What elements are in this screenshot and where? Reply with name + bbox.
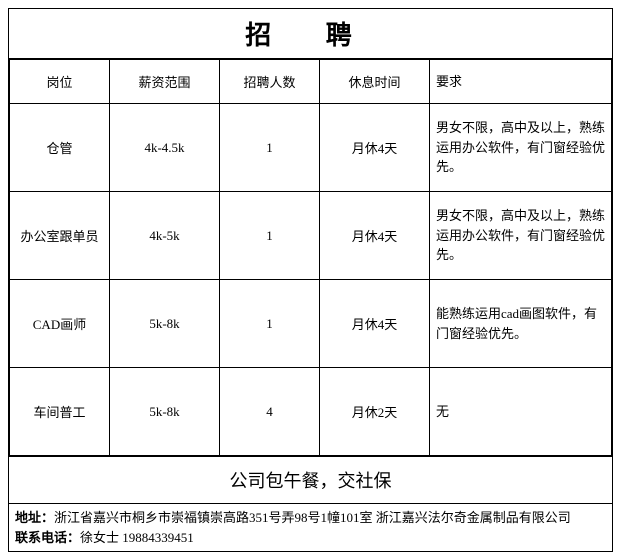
cell-rest: 月休4天: [320, 280, 430, 368]
table-row: CAD画师 5k-8k 1 月休4天 能熟练运用cad画图软件，有门窗经验优先。: [10, 280, 612, 368]
cell-position: CAD画师: [10, 280, 110, 368]
table-body: 仓管 4k-4.5k 1 月休4天 男女不限，高中及以上，熟练运用办公软件，有门…: [10, 104, 612, 456]
cell-salary: 4k-4.5k: [110, 104, 220, 192]
header-salary: 薪资范围: [110, 60, 220, 104]
header-position: 岗位: [10, 60, 110, 104]
jobs-table: 岗位 薪资范围 招聘人数 休息时间 要求 仓管 4k-4.5k 1 月休4天 男…: [9, 59, 612, 456]
cell-requirement: 男女不限，高中及以上，熟练运用办公软件，有门窗经验优先。: [430, 104, 612, 192]
address-label: 地址：: [15, 510, 54, 525]
recruitment-poster: 招 聘 岗位 薪资范围 招聘人数 休息时间 要求 仓管 4k-4.5k 1 月休…: [8, 8, 613, 552]
table-header-row: 岗位 薪资范围 招聘人数 休息时间 要求: [10, 60, 612, 104]
cell-rest: 月休4天: [320, 104, 430, 192]
contact-text: 徐女士 19884339451: [80, 530, 194, 545]
cell-position: 仓管: [10, 104, 110, 192]
cell-count: 1: [220, 192, 320, 280]
header-requirement: 要求: [430, 60, 612, 104]
poster-title: 招 聘: [9, 9, 612, 59]
contact-line: 联系电话：徐女士 19884339451: [15, 528, 606, 548]
cell-salary: 5k-8k: [110, 280, 220, 368]
contact-label: 联系电话：: [15, 530, 80, 545]
table-row: 办公室跟单员 4k-5k 1 月休4天 男女不限，高中及以上，熟练运用办公软件，…: [10, 192, 612, 280]
cell-requirement: 能熟练运用cad画图软件，有门窗经验优先。: [430, 280, 612, 368]
cell-count: 1: [220, 280, 320, 368]
header-rest: 休息时间: [320, 60, 430, 104]
cell-requirement: 无: [430, 368, 612, 456]
cell-rest: 月休2天: [320, 368, 430, 456]
header-count: 招聘人数: [220, 60, 320, 104]
cell-position: 办公室跟单员: [10, 192, 110, 280]
cell-count: 4: [220, 368, 320, 456]
cell-requirement: 男女不限，高中及以上，熟练运用办公软件，有门窗经验优先。: [430, 192, 612, 280]
address-line: 地址：浙江省嘉兴市桐乡市崇福镇崇高路351号弄98号1幢101室 浙江嘉兴法尔奇…: [15, 508, 606, 528]
footer: 地址：浙江省嘉兴市桐乡市崇福镇崇高路351号弄98号1幢101室 浙江嘉兴法尔奇…: [9, 503, 612, 551]
table-row: 车间普工 5k-8k 4 月休2天 无: [10, 368, 612, 456]
cell-rest: 月休4天: [320, 192, 430, 280]
benefits-text: 公司包午餐，交社保: [9, 456, 612, 503]
table-row: 仓管 4k-4.5k 1 月休4天 男女不限，高中及以上，熟练运用办公软件，有门…: [10, 104, 612, 192]
cell-salary: 5k-8k: [110, 368, 220, 456]
address-text: 浙江省嘉兴市桐乡市崇福镇崇高路351号弄98号1幢101室 浙江嘉兴法尔奇金属制…: [54, 510, 571, 525]
cell-position: 车间普工: [10, 368, 110, 456]
cell-count: 1: [220, 104, 320, 192]
cell-salary: 4k-5k: [110, 192, 220, 280]
